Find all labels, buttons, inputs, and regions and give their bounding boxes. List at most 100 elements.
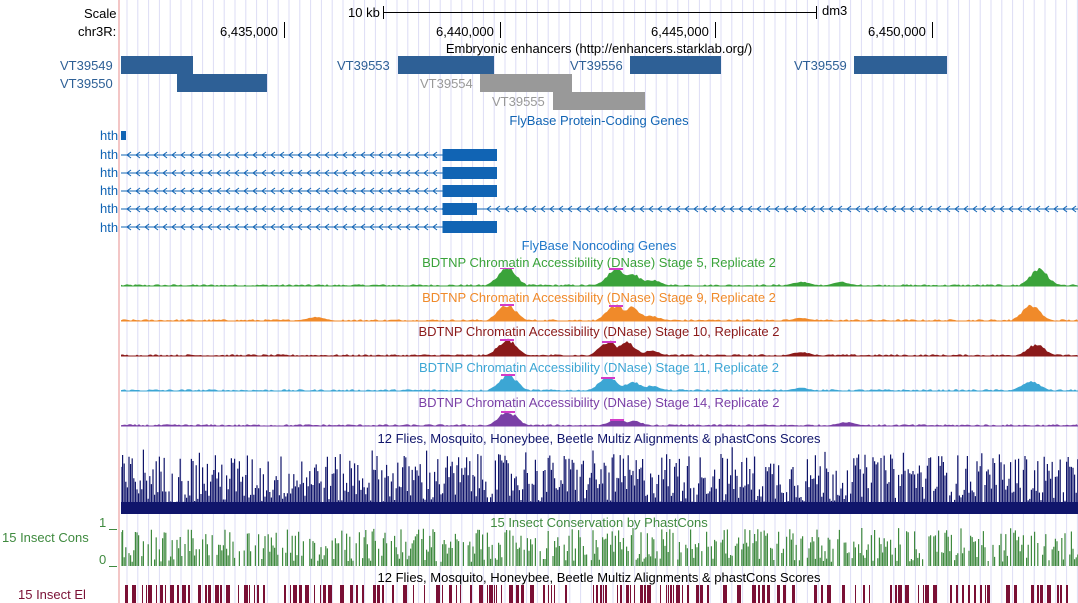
conserved-element [737, 585, 741, 603]
conserved-element [314, 585, 315, 603]
phastcons-track-title[interactable]: 15 Insect Conservation by PhastCons [490, 515, 708, 530]
conserved-element [1014, 585, 1017, 603]
strand-arrow-icon [567, 205, 573, 213]
dnase-signal-track[interactable] [121, 373, 1078, 393]
conserved-element [918, 585, 919, 603]
enhancer-label[interactable]: VT39550 [60, 76, 113, 91]
strand-arrow-icon [216, 151, 222, 159]
gene-exon[interactable] [443, 185, 497, 197]
clipped-peak-marker [601, 377, 615, 379]
dnase-track-title[interactable]: BDTNP Chromatin Accessibility (DNase) St… [422, 290, 776, 305]
clipped-peak-marker [609, 268, 623, 270]
strand-arrow-icon [324, 187, 330, 195]
conserved-element [501, 585, 502, 603]
strand-arrow-icon [297, 223, 303, 231]
gene-exon[interactable] [443, 149, 497, 161]
strand-arrow-icon [540, 205, 546, 213]
gene-label[interactable]: hth [100, 183, 119, 198]
gene-label[interactable]: hth [100, 220, 119, 235]
conserved-element [777, 585, 780, 603]
strand-arrow-icon [234, 169, 240, 177]
strand-arrow-icon [1035, 205, 1041, 213]
enhancers-track-title[interactable]: Embryonic enhancers (http://enhancers.st… [445, 41, 753, 56]
phastcons-side-label[interactable]: 15 Insect Cons [2, 530, 89, 545]
dnase-track-title[interactable]: BDTNP Chromatin Accessibility (DNase) St… [418, 324, 780, 339]
elements-side-label[interactable]: 15 Insect El [18, 587, 86, 602]
strand-arrow-icon [324, 223, 330, 231]
conserved-element [244, 585, 248, 603]
gene-exon[interactable] [443, 167, 497, 179]
strand-arrow-icon [369, 169, 375, 177]
conserved-element [377, 585, 380, 603]
strand-arrow-icon [171, 223, 177, 231]
strand-arrow-icon [243, 151, 249, 159]
strand-arrow-icon [351, 223, 357, 231]
enhancer-feature[interactable] [854, 56, 947, 74]
enhancer-feature[interactable] [630, 56, 721, 74]
enhancer-label[interactable]: VT39555 [492, 94, 545, 109]
strand-arrow-icon [405, 151, 411, 159]
strand-arrow-icon [990, 205, 996, 213]
strand-arrow-icon [342, 187, 348, 195]
dnase-signal-track[interactable] [121, 408, 1078, 428]
elements-track-title[interactable]: 12 Flies, Mosquito, Honeybee, Beetle Mul… [377, 570, 821, 585]
strand-arrow-icon [252, 169, 258, 177]
gene-exon[interactable] [121, 131, 126, 140]
phastcons-track[interactable] [121, 528, 1078, 568]
strand-arrow-icon [126, 187, 132, 195]
conserved-element [142, 585, 143, 603]
enhancer-feature[interactable] [121, 56, 193, 74]
gene-label[interactable]: hth [100, 201, 119, 216]
strand-arrow-icon [288, 205, 294, 213]
enhancer-label[interactable]: VT39553 [337, 58, 390, 73]
enhancer-feature[interactable] [398, 56, 494, 74]
position-tick [284, 22, 285, 38]
dnase-track-title[interactable]: BDTNP Chromatin Accessibility (DNase) St… [418, 395, 780, 410]
gene-label[interactable]: hth [100, 128, 119, 143]
enhancer-feature[interactable] [480, 74, 572, 92]
conserved-element [956, 585, 958, 603]
strand-arrow-icon [432, 169, 438, 177]
conserved-element [687, 585, 689, 603]
dnase-signal-track[interactable] [121, 338, 1078, 358]
strand-arrow-icon [279, 169, 285, 177]
strand-arrow-icon [162, 223, 168, 231]
noncoding-track-title[interactable]: FlyBase Noncoding Genes [521, 238, 677, 253]
dnase-signal-track[interactable] [121, 303, 1078, 323]
conserved-elements-track[interactable] [121, 585, 1078, 603]
dnase-track-title[interactable]: BDTNP Chromatin Accessibility (DNase) St… [422, 255, 776, 270]
strand-arrow-icon [180, 151, 186, 159]
strand-arrow-icon [423, 169, 429, 177]
gene-exon[interactable] [443, 203, 477, 215]
dnase-signal-track[interactable] [121, 268, 1078, 288]
clipped-peak-marker [501, 411, 515, 413]
multiz-conservation-track[interactable] [121, 446, 1078, 514]
dnase-track-title[interactable]: BDTNP Chromatin Accessibility (DNase) St… [418, 360, 780, 375]
strand-arrow-icon [153, 223, 159, 231]
genes-track-title[interactable]: FlyBase Protein-Coding Genes [509, 113, 689, 128]
conserved-element [869, 585, 870, 603]
strand-arrow-icon [378, 205, 384, 213]
strand-arrow-icon [423, 187, 429, 195]
multiz-track-title[interactable]: 12 Flies, Mosquito, Honeybee, Beetle Mul… [377, 431, 821, 446]
strand-arrow-icon [297, 151, 303, 159]
conserved-element [554, 585, 555, 603]
conserved-element [700, 585, 703, 603]
strand-arrow-icon [378, 151, 384, 159]
strand-arrow-icon [792, 205, 798, 213]
strand-arrow-icon [396, 151, 402, 159]
enhancer-feature[interactable] [553, 92, 645, 110]
enhancer-label[interactable]: VT39559 [794, 58, 847, 73]
gene-label[interactable]: hth [100, 165, 119, 180]
enhancer-label[interactable]: VT39554 [420, 76, 473, 91]
strand-arrow-icon [999, 205, 1005, 213]
gene-exon[interactable] [443, 221, 497, 233]
strand-arrow-icon [261, 205, 267, 213]
enhancer-label[interactable]: VT39556 [570, 58, 623, 73]
enhancer-label[interactable]: VT39549 [60, 58, 113, 73]
gene-label[interactable]: hth [100, 147, 119, 162]
enhancer-feature[interactable] [177, 74, 267, 92]
left-drag-bar[interactable] [118, 0, 120, 603]
position-label: 6,440,000 [436, 24, 494, 39]
